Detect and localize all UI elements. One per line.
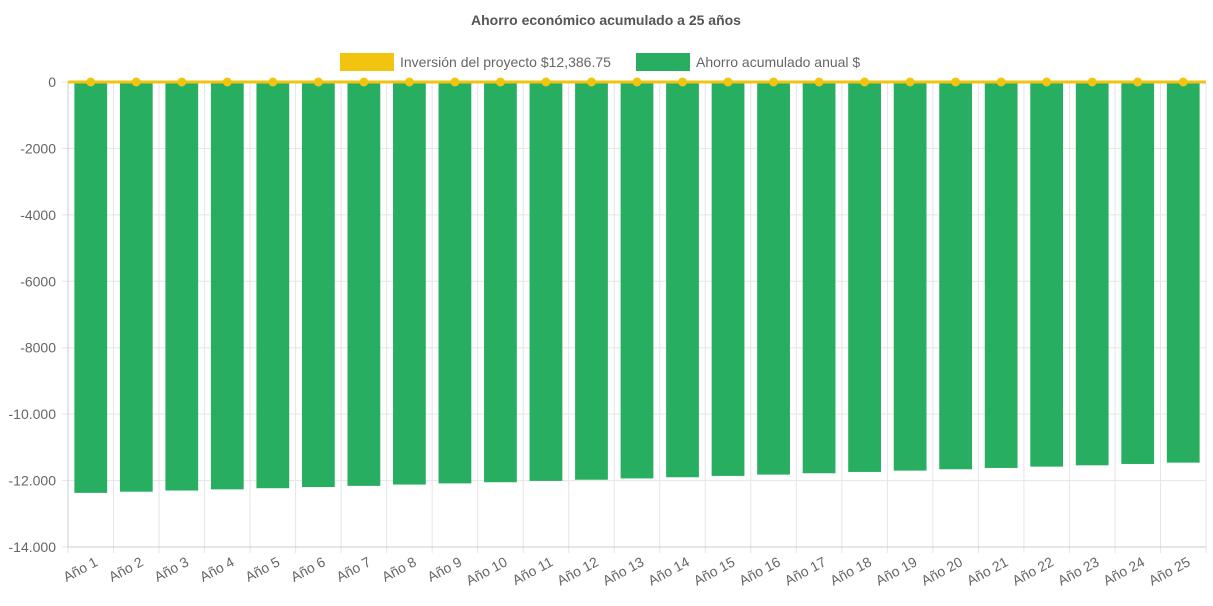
bar[interactable] bbox=[165, 82, 199, 491]
legend-item-investment[interactable]: Inversión del proyecto $12,386.75 bbox=[340, 53, 611, 71]
bar[interactable] bbox=[74, 82, 108, 493]
bar[interactable] bbox=[393, 82, 426, 485]
bar[interactable] bbox=[757, 82, 790, 475]
line-point[interactable] bbox=[268, 77, 278, 87]
line-point[interactable] bbox=[586, 77, 596, 87]
line-point[interactable] bbox=[1178, 77, 1188, 87]
chart-title: Ahorro económico acumulado a 25 años bbox=[471, 12, 741, 28]
line-point[interactable] bbox=[1087, 77, 1097, 87]
x-tick-label: Año 20 bbox=[918, 553, 965, 588]
bar[interactable] bbox=[1166, 82, 1200, 463]
bar-series bbox=[74, 82, 1200, 493]
line-series bbox=[68, 77, 1206, 87]
x-axis: Año 1 Año 2 Año 3 Año 4 Año 5 Año 6 Año 7 Año 8… bbox=[60, 553, 1192, 588]
bar[interactable] bbox=[256, 82, 290, 489]
line-point[interactable] bbox=[359, 77, 369, 87]
x-tick-label: Año 11 bbox=[510, 553, 556, 588]
bar[interactable] bbox=[438, 82, 472, 484]
line-point[interactable] bbox=[131, 77, 141, 87]
line-point[interactable] bbox=[632, 77, 642, 87]
line-point[interactable] bbox=[905, 77, 915, 87]
x-tick-label: Año 1 bbox=[60, 553, 100, 584]
y-tick-label: -2000 bbox=[20, 140, 56, 156]
bar[interactable] bbox=[802, 82, 836, 474]
x-tick-label: Año 24 bbox=[1100, 553, 1147, 588]
line-point[interactable] bbox=[723, 77, 733, 87]
line-point[interactable] bbox=[814, 77, 824, 87]
x-tick-label: Año 10 bbox=[463, 553, 510, 588]
line-point[interactable] bbox=[1133, 77, 1143, 87]
x-tick-label: Año 17 bbox=[782, 553, 829, 588]
x-tick-label: Año 6 bbox=[288, 553, 328, 584]
bar[interactable] bbox=[984, 82, 1018, 468]
x-tick-label: Año 4 bbox=[197, 553, 237, 584]
x-tick-label: Año 21 bbox=[964, 553, 1011, 588]
line-point[interactable] bbox=[404, 77, 414, 87]
line-point[interactable] bbox=[450, 77, 460, 87]
legend-swatch-investment bbox=[340, 53, 394, 71]
bar[interactable] bbox=[210, 82, 244, 490]
x-tick-label: Año 5 bbox=[242, 553, 282, 584]
x-tick-label: Año 13 bbox=[600, 553, 647, 588]
bar[interactable] bbox=[893, 82, 927, 471]
y-tick-label: -4000 bbox=[20, 207, 56, 223]
bar[interactable] bbox=[666, 82, 699, 478]
y-tick-label: -10.000 bbox=[9, 406, 57, 422]
x-tick-label: Año 2 bbox=[106, 553, 146, 584]
legend: Inversión del proyecto $12,386.75 Ahorro… bbox=[340, 53, 860, 71]
legend-label-investment: Inversión del proyecto $12,386.75 bbox=[400, 54, 611, 70]
bar[interactable] bbox=[1121, 82, 1155, 464]
x-tick-label: Año 15 bbox=[691, 553, 738, 588]
line-point[interactable] bbox=[177, 77, 187, 87]
x-tick-label: Año 18 bbox=[827, 553, 874, 588]
bar[interactable] bbox=[529, 82, 563, 481]
bar[interactable] bbox=[848, 82, 881, 472]
line-point[interactable] bbox=[769, 77, 779, 87]
x-tick-label: Año 3 bbox=[151, 553, 191, 584]
bar[interactable] bbox=[347, 82, 381, 486]
bar[interactable] bbox=[575, 82, 608, 480]
legend-swatch-savings bbox=[636, 53, 690, 71]
y-tick-label: -6000 bbox=[20, 273, 56, 289]
line-point[interactable] bbox=[996, 77, 1006, 87]
line-point[interactable] bbox=[1042, 77, 1052, 87]
gridlines bbox=[62, 81, 1207, 553]
x-tick-label: Año 8 bbox=[379, 553, 419, 584]
bar[interactable] bbox=[1075, 82, 1109, 466]
x-tick-label: Año 19 bbox=[873, 553, 920, 588]
bar[interactable] bbox=[711, 82, 745, 476]
line-point[interactable] bbox=[678, 77, 688, 87]
bar[interactable] bbox=[939, 82, 973, 470]
x-tick-label: Año 22 bbox=[1009, 553, 1056, 588]
bar[interactable] bbox=[1030, 82, 1064, 467]
x-tick-label: Año 14 bbox=[645, 553, 692, 588]
line-point[interactable] bbox=[222, 77, 232, 87]
bar[interactable] bbox=[119, 82, 153, 492]
bar[interactable] bbox=[301, 82, 335, 488]
line-point[interactable] bbox=[860, 77, 870, 87]
x-tick-label: Año 16 bbox=[736, 553, 783, 588]
line-point[interactable] bbox=[951, 77, 961, 87]
bar[interactable] bbox=[484, 82, 517, 483]
x-tick-label: Año 25 bbox=[1146, 553, 1193, 588]
legend-item-savings[interactable]: Ahorro acumulado anual $ bbox=[636, 53, 860, 71]
y-tick-label: -14.000 bbox=[9, 539, 57, 555]
line-point[interactable] bbox=[495, 77, 505, 87]
y-axis: 0 -2000 -4000 -6000 -8000 -10.000 -12.000 -14.0… bbox=[9, 74, 57, 555]
x-tick-label: Año 12 bbox=[554, 553, 601, 588]
x-tick-label: Año 7 bbox=[333, 553, 373, 584]
line-point[interactable] bbox=[86, 77, 96, 87]
bar[interactable] bbox=[620, 82, 654, 479]
x-tick-label: Año 9 bbox=[425, 553, 465, 584]
x-tick-label: Año 23 bbox=[1055, 553, 1102, 588]
legend-label-savings: Ahorro acumulado anual $ bbox=[696, 54, 860, 70]
line-point[interactable] bbox=[313, 77, 323, 87]
y-tick-label: -8000 bbox=[20, 340, 56, 356]
line-point[interactable] bbox=[541, 77, 551, 87]
y-tick-label: 0 bbox=[48, 74, 56, 90]
y-tick-label: -12.000 bbox=[9, 473, 57, 489]
